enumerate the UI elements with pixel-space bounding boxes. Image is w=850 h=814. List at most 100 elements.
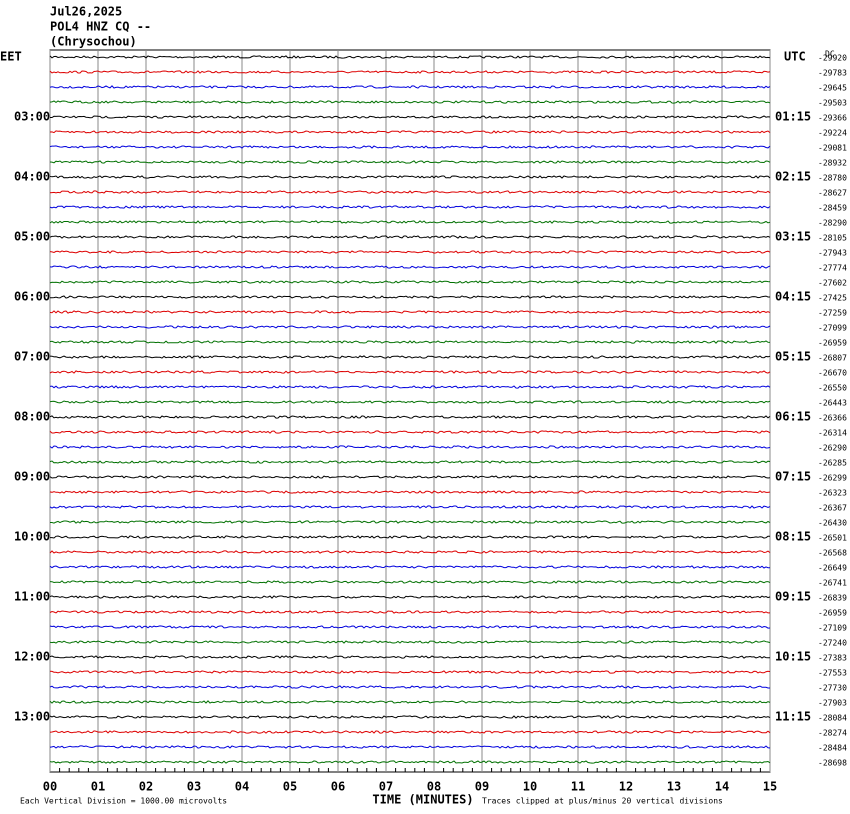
location: (Chrysochou) xyxy=(50,35,137,49)
trace xyxy=(49,340,771,344)
trace xyxy=(49,175,771,179)
offset-label: -26366 xyxy=(818,414,847,423)
trace xyxy=(49,490,771,494)
trace xyxy=(49,220,771,224)
trace xyxy=(50,520,771,524)
left-time-label: 12:00 xyxy=(14,650,50,664)
offset-label: -29503 xyxy=(818,99,847,108)
x-tick-label: 15 xyxy=(763,780,777,794)
offset-label: -27109 xyxy=(818,624,847,633)
trace xyxy=(50,115,771,119)
x-tick-label: 11 xyxy=(571,780,585,794)
trace xyxy=(49,355,771,359)
trace xyxy=(49,505,771,509)
offset-label: -26285 xyxy=(818,459,847,468)
offset-label: -26299 xyxy=(818,474,847,483)
trace xyxy=(49,70,771,74)
offset-label: -26501 xyxy=(818,534,847,543)
x-tick-label: 07 xyxy=(379,780,393,794)
trace xyxy=(49,595,771,599)
offset-label: -29366 xyxy=(818,114,847,123)
offset-label: -27553 xyxy=(818,669,847,678)
offset-label: -27383 xyxy=(818,654,847,663)
offset-label: -26443 xyxy=(818,399,847,408)
x-tick-label: 03 xyxy=(187,780,201,794)
x-tick-label: 04 xyxy=(235,780,249,794)
offset-label: -26741 xyxy=(818,579,847,588)
offset-label: -27425 xyxy=(818,294,847,303)
trace xyxy=(49,160,771,164)
offset-label: -27903 xyxy=(818,699,847,708)
offset-label: -28627 xyxy=(818,189,847,198)
trace xyxy=(49,745,771,749)
trace xyxy=(49,730,771,734)
trace xyxy=(49,280,771,284)
right-time-label: 10:15 xyxy=(775,650,811,664)
offset-label: -27602 xyxy=(818,279,847,288)
trace xyxy=(49,640,771,644)
trace xyxy=(49,715,771,719)
trace xyxy=(49,370,771,374)
right-time-label: 08:15 xyxy=(775,530,811,544)
date: Jul26,2025 xyxy=(50,5,122,19)
trace xyxy=(49,760,771,764)
offset-label: -29081 xyxy=(818,144,847,153)
trace xyxy=(49,265,771,269)
left-time-label: 10:00 xyxy=(14,530,50,544)
offset-label: -28290 xyxy=(818,219,847,228)
footer-left: Each Vertical Division = 1000.00 microvo… xyxy=(20,797,227,806)
trace xyxy=(49,415,771,419)
trace xyxy=(49,205,771,209)
offset-label: -26290 xyxy=(818,444,847,453)
left-time-label: 08:00 xyxy=(14,410,50,424)
x-tick-label: 10 xyxy=(523,780,537,794)
trace xyxy=(49,400,771,404)
footer-right: Traces clipped at plus/minus 20 vertical… xyxy=(482,797,723,806)
offset-label: -28698 xyxy=(818,759,847,768)
x-tick-label: 12 xyxy=(619,780,633,794)
left-time-label: 07:00 xyxy=(14,350,50,364)
offset-label: -27099 xyxy=(818,324,847,333)
offset-label: -28084 xyxy=(818,714,847,723)
left-time-label: 11:00 xyxy=(14,590,50,604)
trace xyxy=(49,295,770,299)
offset-label: -28484 xyxy=(818,744,847,753)
x-tick-label: 08 xyxy=(427,780,441,794)
x-tick-label: 00 xyxy=(43,780,57,794)
x-tick-label: 05 xyxy=(283,780,297,794)
trace xyxy=(49,655,770,659)
offset-label: -28932 xyxy=(818,159,847,168)
plot-frame xyxy=(49,49,771,773)
left-time-label: 05:00 xyxy=(14,230,50,244)
trace xyxy=(49,190,771,194)
trace xyxy=(49,430,771,434)
right-time-label: 04:15 xyxy=(775,290,811,304)
offset-label: -26649 xyxy=(818,564,847,573)
trace xyxy=(49,55,771,59)
left-title: EET xyxy=(0,50,22,64)
dc-label: DC xyxy=(825,50,835,59)
offset-label: -29783 xyxy=(818,69,847,78)
x-label: TIME (MINUTES) xyxy=(372,793,473,807)
offset-label: -26430 xyxy=(818,519,847,528)
offset-label: -29920 xyxy=(818,54,847,63)
offset-label: -28459 xyxy=(818,204,847,213)
offset-label: -26839 xyxy=(818,594,847,603)
trace xyxy=(49,235,771,239)
trace xyxy=(49,550,771,554)
station: POL4 HNZ CQ -- xyxy=(50,20,151,34)
offset-label: -26314 xyxy=(818,429,847,438)
offset-label: -26959 xyxy=(818,339,847,348)
offset-label: -29224 xyxy=(818,129,847,138)
offset-label: -26807 xyxy=(818,354,847,363)
left-time-label: 04:00 xyxy=(14,170,50,184)
right-time-label: 11:15 xyxy=(775,710,811,724)
trace xyxy=(50,535,771,539)
offset-label: -27730 xyxy=(818,684,847,693)
right-time-label: 02:15 xyxy=(775,170,811,184)
trace xyxy=(49,145,771,149)
left-time-label: 09:00 xyxy=(14,470,50,484)
offset-label: -27259 xyxy=(818,309,847,318)
x-tick-label: 13 xyxy=(667,780,681,794)
